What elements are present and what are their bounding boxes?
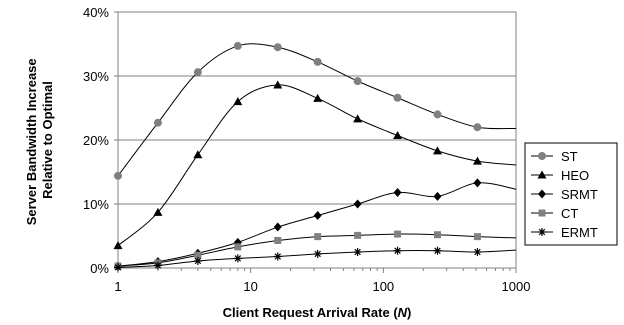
data-point-heo (353, 114, 363, 123)
x-tick-label: 1000 (502, 279, 531, 294)
data-point-st (353, 77, 362, 86)
data-point-srmt (353, 199, 362, 209)
x-tick-label: 1 (114, 279, 121, 294)
x-axis-title-var: N (398, 305, 408, 320)
data-point-ermt (273, 252, 282, 261)
data-point-st (393, 93, 402, 102)
data-point-heo (432, 146, 442, 155)
data-point-heo (313, 93, 323, 102)
y-tick-label: 30% (83, 69, 109, 84)
data-point-heo (193, 150, 203, 159)
data-point-st (313, 57, 322, 66)
data-point-st (433, 110, 442, 119)
data-point-srmt (313, 211, 322, 221)
series-st (114, 41, 517, 180)
x-axis-title: Client Request Arrival Rate (N) (223, 305, 412, 320)
data-point-heo (153, 207, 163, 216)
legend-marker-srmt (538, 189, 546, 199)
series-ermt (114, 246, 517, 272)
series-heo (113, 80, 517, 250)
series-lines (113, 41, 517, 272)
y-tick-label: 10% (83, 197, 109, 212)
data-point-ct (354, 231, 362, 239)
data-point-srmt (273, 222, 282, 232)
data-point-ct (473, 233, 481, 241)
data-point-st (153, 118, 162, 127)
data-point-ermt (153, 261, 162, 270)
x-axis-title-suffix: ) (407, 305, 411, 320)
data-point-ermt (353, 248, 362, 256)
legend-item-st: ST (531, 149, 578, 164)
data-point-ermt (313, 249, 322, 258)
data-point-ermt (114, 263, 122, 272)
x-tick-label: 10 (243, 279, 257, 294)
data-point-ermt (393, 246, 402, 255)
data-point-srmt (433, 191, 442, 201)
data-point-srmt (473, 178, 482, 188)
legend-label-ermt: ERMT (561, 225, 598, 240)
legend-label-heo: HEO (561, 168, 589, 183)
x-axis-title-prefix: Client Request Arrival Rate ( (223, 305, 399, 320)
data-point-ermt (473, 248, 482, 256)
y-axis-ticks: 0% 10% 20% 30% 40% (83, 5, 118, 276)
y-axis-title-line2: Relative to Optimal (40, 81, 55, 199)
data-point-heo (472, 156, 482, 165)
data-point-ct (234, 243, 242, 251)
data-point-ct (274, 236, 282, 244)
legend-label-ct: CT (561, 206, 578, 221)
legend-marker-heo (537, 170, 547, 179)
data-point-heo (113, 241, 123, 250)
data-point-heo (393, 131, 403, 140)
legend-marker-st (538, 152, 546, 160)
y-axis-title: Server Bandwidth Increase Relative to Op… (24, 55, 55, 226)
legend-label-srmt: SRMT (561, 187, 598, 202)
data-point-ct (394, 230, 402, 238)
y-axis-title-line1: Server Bandwidth Increase (24, 58, 39, 225)
data-point-ermt (193, 256, 202, 265)
data-point-ct (433, 231, 441, 239)
legend-marker-ct (538, 209, 546, 217)
gridlines (118, 75, 516, 205)
legend-marker-ermt (538, 228, 546, 236)
legend-item-srmt: SRMT (531, 187, 598, 202)
data-point-ct (194, 251, 202, 259)
legend: ST HEO SRMT CT ERMT (531, 149, 598, 240)
x-axis-ticks: 1 10 100 1000 (114, 268, 530, 294)
data-point-st (273, 43, 282, 52)
data-point-ct (314, 233, 322, 241)
x-tick-label: 100 (372, 279, 394, 294)
data-point-st (473, 123, 482, 132)
y-tick-label: 20% (83, 133, 109, 148)
legend-item-ct: CT (531, 206, 578, 221)
data-point-ermt (233, 254, 242, 263)
data-point-st (114, 171, 122, 180)
data-point-st (193, 68, 202, 77)
y-tick-label: 0% (90, 261, 109, 276)
legend-label-st: ST (561, 149, 578, 164)
data-point-srmt (393, 187, 402, 197)
legend-item-heo: HEO (531, 168, 589, 183)
data-point-st (233, 41, 242, 50)
data-point-ermt (433, 246, 442, 255)
y-tick-label: 40% (83, 5, 109, 20)
data-point-heo (273, 80, 283, 89)
data-point-heo (233, 97, 243, 106)
legend-item-ermt: ERMT (531, 225, 598, 240)
